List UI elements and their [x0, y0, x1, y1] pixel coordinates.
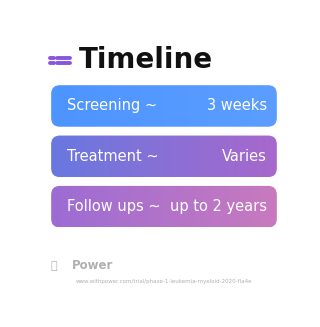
Text: Follow ups ~: Follow ups ~	[67, 199, 161, 214]
Text: Power: Power	[72, 259, 114, 272]
Text: Varies: Varies	[222, 149, 267, 164]
Text: Treatment ~: Treatment ~	[67, 149, 159, 164]
Text: Timeline: Timeline	[78, 46, 212, 74]
Text: www.withpower.com/trial/phase-1-leukemia-myeloid-2020-fla4e: www.withpower.com/trial/phase-1-leukemia…	[76, 279, 252, 284]
Text: 3 weeks: 3 weeks	[207, 98, 267, 113]
Text: Screening ~: Screening ~	[67, 98, 157, 113]
Text: up to 2 years: up to 2 years	[170, 199, 267, 214]
Text: 🛡: 🛡	[50, 261, 57, 271]
